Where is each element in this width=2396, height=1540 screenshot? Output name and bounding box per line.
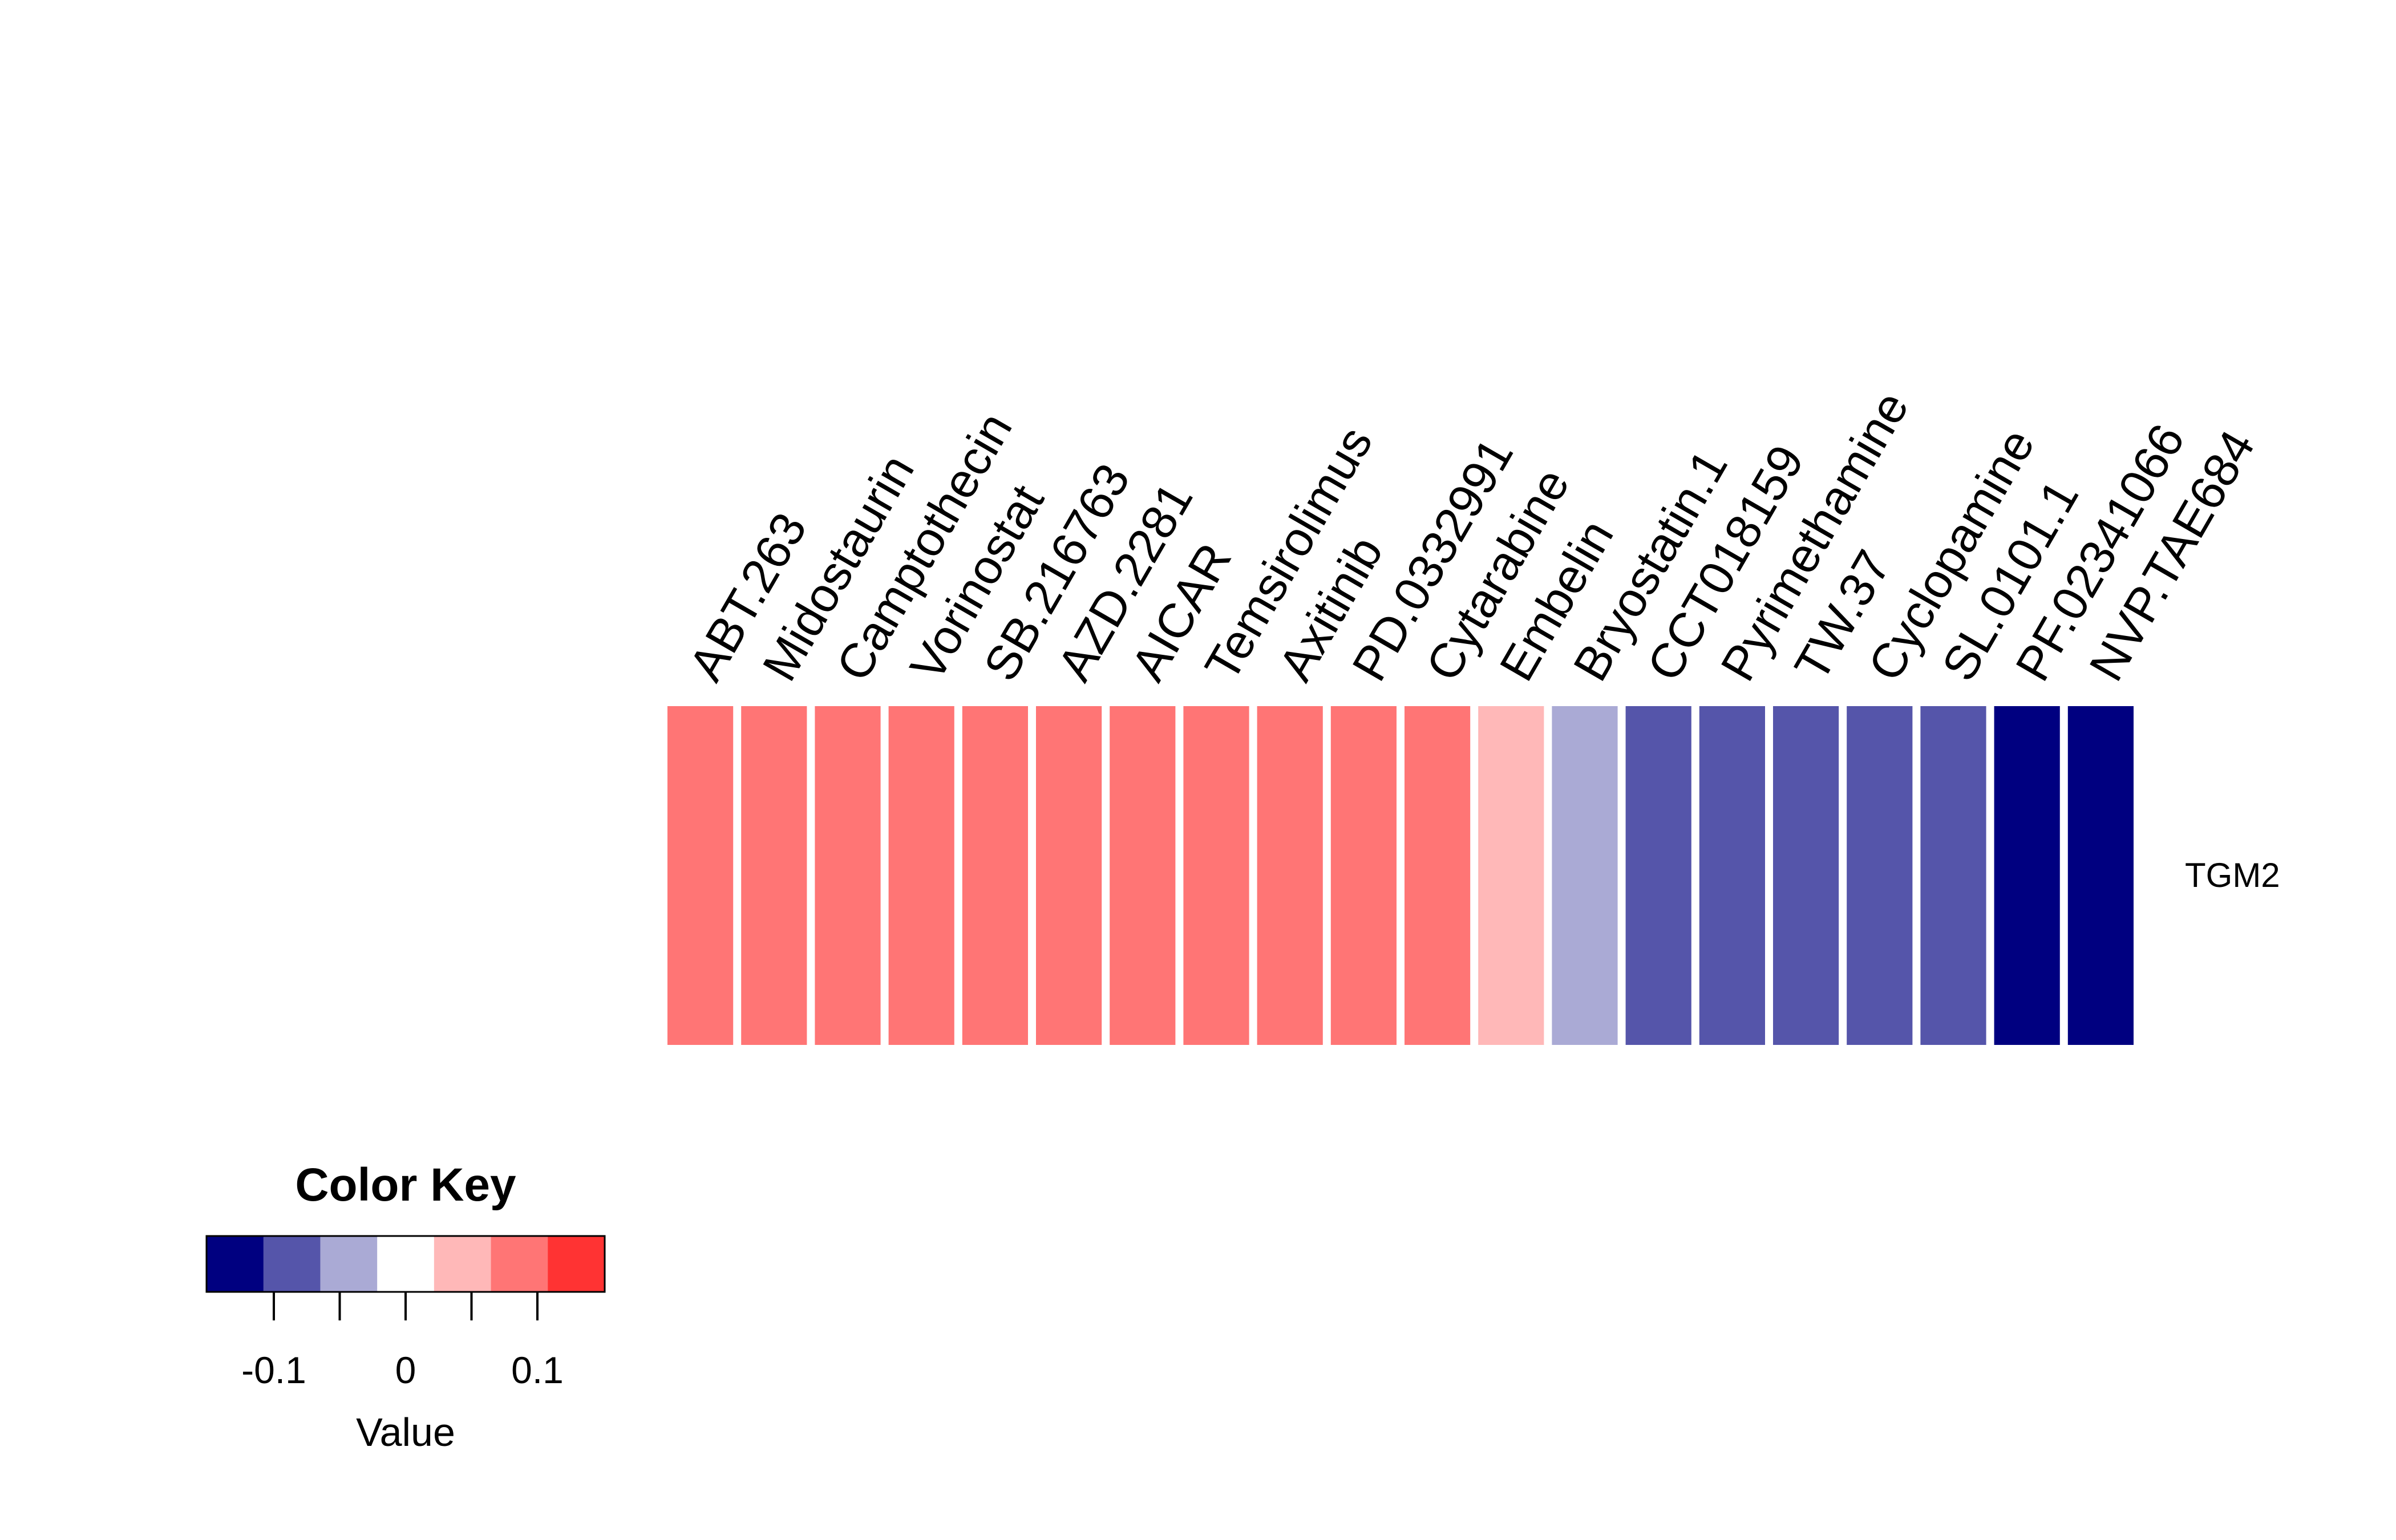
color-key-axis-label: Value (356, 1410, 455, 1454)
heatmap-cell (1330, 706, 1397, 1045)
color-key-tick-label: 0 (395, 1349, 416, 1391)
heatmap-cell (1405, 706, 1471, 1045)
color-key-bin (320, 1236, 378, 1292)
color-key-ticks (273, 1292, 539, 1320)
color-key-bin (548, 1236, 605, 1292)
color-key-tick-label: 0.1 (511, 1349, 564, 1391)
heatmap-cell (1110, 706, 1176, 1045)
color-key-tick-labels: -0.1 0 0.1 (241, 1349, 564, 1391)
heatmap-cell (1625, 706, 1691, 1045)
color-key-title: Color Key (295, 1159, 516, 1211)
color-key-bin (377, 1236, 435, 1292)
heatmap-cell (1036, 706, 1102, 1045)
heatmap-cell (1920, 706, 1986, 1045)
color-key-bin (207, 1236, 264, 1292)
row-labels: TGM2 (2185, 856, 2280, 894)
row-label: TGM2 (2185, 856, 2280, 894)
heatmap-cell (1183, 706, 1249, 1045)
heatmap-cell (1847, 706, 1913, 1045)
color-key-bin (263, 1236, 321, 1292)
column-labels: ABT.263MidostaurinCamptothecinVorinostat… (679, 383, 2265, 690)
heatmap-cell (888, 706, 954, 1045)
heatmap-cell (741, 706, 807, 1045)
heatmap-cells (667, 706, 2134, 1045)
color-key-tick-label: -0.1 (241, 1349, 306, 1391)
color-key-bin (491, 1236, 548, 1292)
heatmap-cell (1478, 706, 1544, 1045)
heatmap-cell (667, 706, 734, 1045)
color-key-bin (434, 1236, 492, 1292)
heatmap-cell (1552, 706, 1618, 1045)
heatmap-cell (1257, 706, 1323, 1045)
heatmap-cell (1994, 706, 2060, 1045)
heatmap-cell (2067, 706, 2134, 1045)
color-key-bins (207, 1236, 605, 1292)
heatmap-cell (1699, 706, 1765, 1045)
color-key: Color Key -0.1 0 0.1 Value (205, 1159, 606, 1454)
heatmap-cell (1773, 706, 1839, 1045)
heatmap-cell (962, 706, 1028, 1045)
heatmap-cell (815, 706, 881, 1045)
